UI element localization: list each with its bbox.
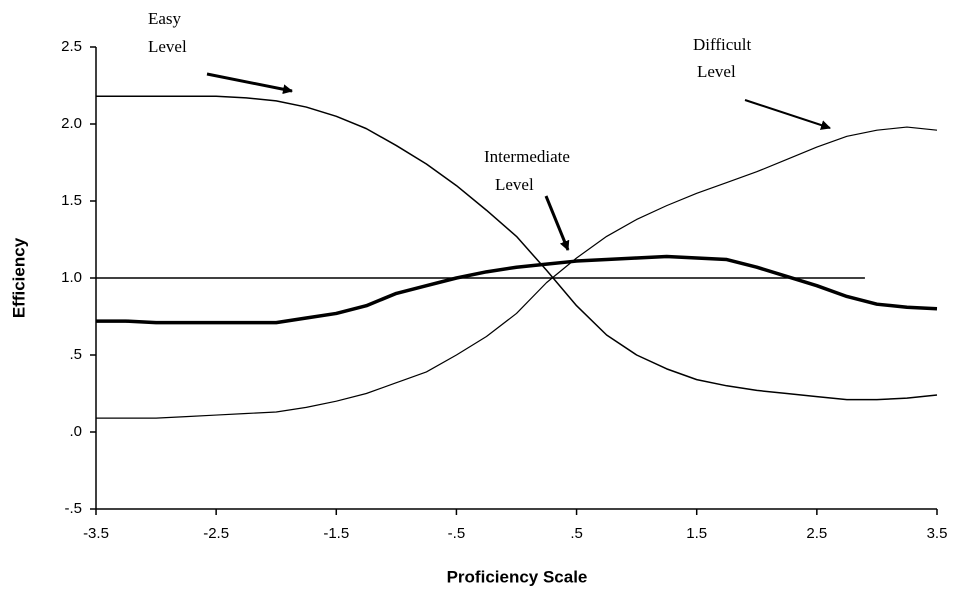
x-tick-label: .5 [570,525,583,542]
arrow [206,72,293,95]
series-line [96,95,938,401]
y-tick-label: 1.5 [61,192,82,209]
arrow [544,195,570,251]
y-tick-label: .5 [69,346,82,363]
annotation: Level [697,62,736,81]
x-tick-label: -2.5 [203,525,229,542]
y-tick-label: .0 [69,423,82,440]
annotation: Intermediate [484,147,570,166]
x-tick-label: -3.5 [83,525,109,542]
y-tick-label: 2.5 [61,38,82,55]
series-line [96,126,938,419]
series-line [96,254,938,325]
annotation: Difficult [693,35,752,54]
x-tick-label: -.5 [448,525,466,542]
y-axis-title: Efficiency [9,237,28,318]
x-tick-label: 3.5 [927,525,948,542]
y-tick-label: 1.0 [61,269,82,286]
y-tick-label: 2.0 [61,115,82,132]
x-axis-title: Proficiency Scale [447,567,588,586]
annotation: Easy [148,9,182,28]
x-tick-label: 1.5 [686,525,707,542]
arrow [744,99,831,130]
x-tick-label: -1.5 [323,525,349,542]
annotation: Level [148,37,187,56]
annotation: Level [495,175,534,194]
y-tick-label: -.5 [64,500,82,517]
x-tick-label: 2.5 [806,525,827,542]
